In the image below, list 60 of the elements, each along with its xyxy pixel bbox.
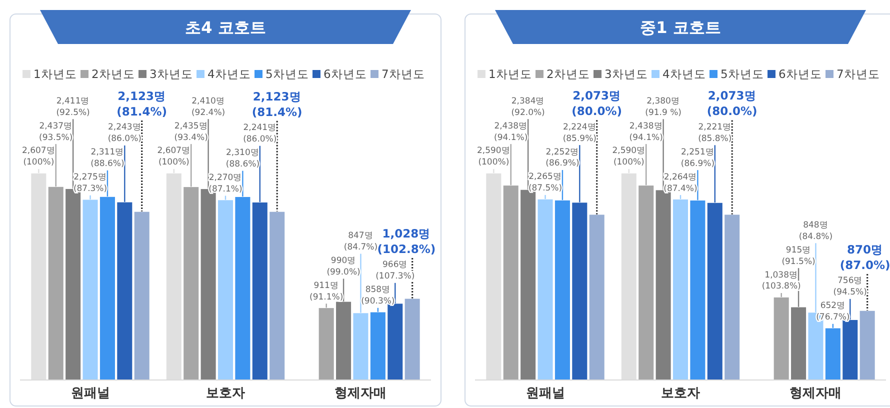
data-label: 2,311명 (88.6%)	[90, 148, 124, 170]
data-label: 2,410명 (92.4%)	[191, 96, 226, 118]
data-label: 2,243명 (86.0%)	[108, 122, 142, 144]
x-tick-label: 보호자	[661, 386, 700, 401]
legend-label: 7차년도	[382, 67, 425, 81]
legend-label: 4차년도	[662, 67, 706, 81]
legend-label: 2차년도	[92, 67, 135, 81]
x-tick-label: 원패널	[70, 386, 110, 401]
data-label: 966명 (107.3%)	[376, 260, 415, 282]
data-label: 858명 (90.3%)	[361, 285, 395, 307]
data-label: 2,123명 (81.4%)	[252, 89, 302, 119]
data-label: 2,607명 (100%)	[22, 146, 56, 168]
data-label: 2,438명 (94.1%)	[629, 121, 663, 143]
chart-title: 초4 코호트	[185, 18, 266, 37]
x-tick-label: 보호자	[206, 386, 245, 401]
data-label: 2,380명 (91.9 %)	[645, 96, 682, 118]
data-label: 2,073명 (80.0%)	[706, 88, 758, 118]
data-label: 2,590명 (100%)	[612, 146, 646, 168]
legend-label: 5차년도	[720, 67, 764, 81]
data-label: 2,251명 (86.9%)	[680, 147, 715, 169]
data-label: 911명 (91.1%)	[310, 280, 344, 302]
data-label: 1,028명 (102.8%)	[377, 226, 436, 256]
data-label: 2,252명 (86.9%)	[546, 147, 580, 169]
legend-label: 7차년도	[836, 67, 880, 81]
data-label: 847명 (84.7%)	[344, 230, 378, 252]
data-label: 2,270명 (87.1%)	[208, 172, 242, 194]
legend-label: 3차년도	[604, 67, 648, 81]
data-label: 2,438명 (94.1%)	[494, 121, 528, 143]
data-label: 915명 (91.5%)	[782, 245, 816, 267]
data-label: 2,221명 (85.8%)	[698, 122, 732, 144]
legend-label: 3차년도	[150, 67, 193, 81]
data-label: 2,384명 (92.0%)	[511, 96, 545, 118]
data-label: 2,264명 (87.4%)	[664, 172, 698, 194]
legend-label: 6차년도	[324, 67, 367, 81]
data-label: 2,310명 (88.6%)	[226, 148, 260, 170]
data-label: 2,411명 (92.5%)	[56, 96, 90, 118]
chart-title: 중1 코호트	[640, 18, 721, 37]
data-label: 848명 (84.8%)	[798, 220, 833, 242]
x-tick-label: 원패널	[526, 386, 565, 401]
data-label: 2,590명 (100%)	[477, 146, 510, 168]
legend-label: 4차년도	[208, 67, 251, 81]
legend-label: 6차년도	[778, 67, 822, 81]
data-label: 2,123명 (81.4%)	[116, 88, 168, 118]
data-label: 2,435명 (93.4%)	[174, 121, 208, 143]
data-label: 2,265명 (87.5%)	[528, 172, 562, 194]
data-label: 990명 (99.0%)	[326, 256, 360, 278]
x-tick-label: 형제자매	[790, 386, 842, 401]
data-label: 756명 (94.5%)	[833, 276, 867, 298]
data-label: 2,607명 (100%)	[157, 146, 191, 168]
data-label: 870명 (87.0%)	[840, 242, 890, 272]
data-label: 2,073명 (80.0%)	[572, 88, 622, 118]
legend-label: 1차년도	[488, 67, 532, 81]
data-label: 2,241명 (86.0%)	[243, 123, 277, 145]
legend-label: 2차년도	[546, 67, 590, 81]
data-label: 2,437명 (93.5%)	[39, 121, 73, 143]
legend-label: 5차년도	[266, 67, 309, 81]
x-tick-label: 형제자매	[334, 386, 387, 401]
data-label: 2,275명 (87.3%)	[73, 172, 108, 194]
data-label: 2,224명 (85.9%)	[562, 122, 596, 144]
legend-label: 1차년도	[34, 67, 77, 81]
